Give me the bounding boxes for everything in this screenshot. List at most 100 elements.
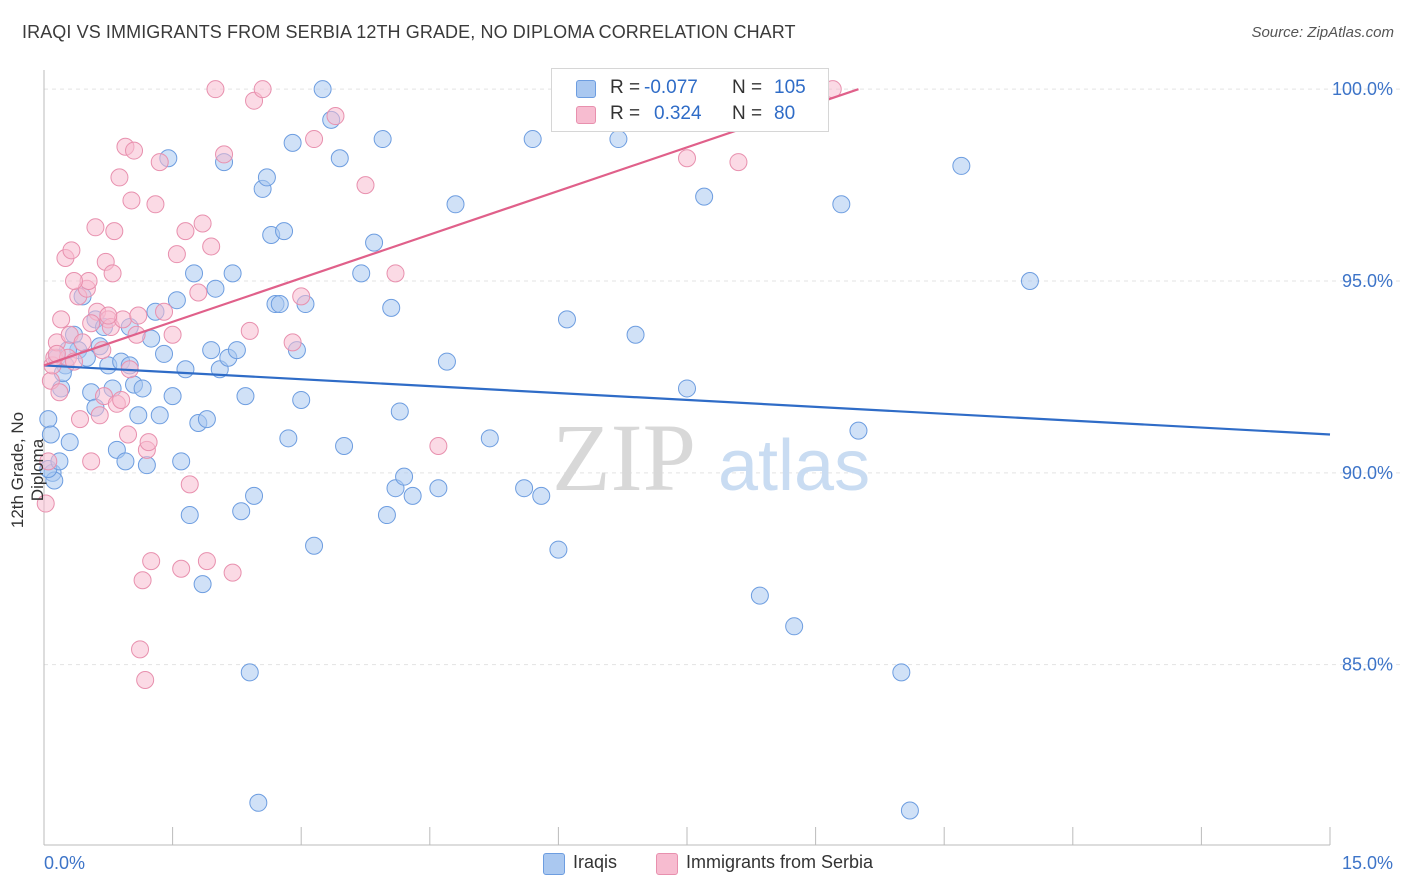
serbia-trend-line [43, 88, 859, 367]
serbia-point [82, 452, 101, 471]
iraqis-point [952, 156, 971, 175]
r-label: R = [610, 103, 641, 124]
iraqis-point [133, 379, 152, 398]
iraqis-point [279, 429, 298, 448]
serbia-point [356, 176, 375, 195]
serbia-point [36, 494, 55, 513]
iraqis-point [129, 406, 148, 425]
serbia-point [202, 237, 221, 256]
iraqis-point [172, 452, 191, 471]
stats-swatch-serbia [576, 106, 596, 124]
iraqis-point [403, 486, 422, 505]
serbia-point [253, 80, 272, 99]
iraqis-point [515, 479, 534, 498]
serbia-point [93, 341, 112, 360]
iraqis-point [557, 310, 576, 329]
iraqis-point [437, 352, 456, 371]
data-points [36, 80, 1039, 820]
serbia-point [50, 383, 69, 402]
iraqis-point [446, 195, 465, 214]
iraqis-point [609, 130, 628, 149]
iraqis-point [197, 410, 216, 429]
serbia-point [176, 222, 195, 241]
serbia-point [86, 218, 105, 237]
stats-box: R = -0.077 N = 105 R = 0.324 N = 80 [551, 68, 829, 132]
serbia-point [136, 671, 155, 690]
iraqis-point [223, 264, 242, 283]
source-label: Source: ZipAtlas.com [1251, 24, 1394, 41]
serbia-point [105, 222, 124, 241]
serbia-point [71, 410, 90, 429]
serbia-point [678, 149, 696, 168]
iraqis-point [275, 222, 294, 241]
serbia-point [223, 563, 242, 582]
iraqis-point [185, 264, 204, 283]
iraqis-point [236, 387, 255, 406]
iraqis-point [41, 425, 60, 444]
iraqis-point [180, 506, 199, 525]
iraqis-point [532, 486, 551, 505]
iraqis-point [892, 663, 911, 682]
serbia-point [163, 325, 182, 344]
iraqis-point [480, 429, 499, 448]
watermark-zip: ZIP [552, 404, 696, 511]
x-tick-label-max: 15.0% [1342, 853, 1393, 873]
tick-labels: 100.0% 95.0% 90.0% 85.0% 0.0% 15.0% [44, 79, 1393, 873]
y-tick-label: 90.0% [1342, 463, 1393, 483]
iraqis-point [176, 360, 195, 379]
r-label: R = [610, 77, 641, 98]
stats-swatch-iraqis [576, 80, 596, 98]
n-label: N = [732, 77, 763, 98]
iraqis-point [377, 506, 396, 525]
serbia-point [150, 153, 169, 172]
y-axis-label: 12th Grade, No Diploma [8, 411, 47, 529]
iraqis-point [335, 436, 354, 455]
legend-label: Iraqis [573, 852, 618, 872]
serbia-point [125, 141, 144, 160]
y-tick-label: 100.0% [1332, 79, 1393, 99]
iraqis-point [313, 80, 332, 99]
iraqis-point [390, 402, 409, 421]
iraqis-point [330, 149, 349, 168]
serbia-point [292, 287, 311, 306]
iraqis-point [193, 575, 212, 594]
serbia-point [110, 168, 129, 187]
serbia-point [326, 107, 345, 126]
serbia-point [39, 452, 58, 471]
serbia-point [193, 214, 212, 233]
iraqis-point [382, 298, 401, 317]
serbia-point [206, 80, 225, 99]
iraqis-point [352, 264, 371, 283]
n-label: N = [732, 103, 763, 124]
iraqis-point [206, 279, 225, 298]
serbia-point [52, 310, 71, 329]
serbia-point [215, 145, 234, 164]
chart-title: IRAQI VS IMMIGRANTS FROM SERBIA 12TH GRA… [22, 22, 796, 42]
serbia-point [167, 245, 186, 264]
serbia-point [189, 283, 208, 302]
iraqis-point [395, 467, 414, 486]
iraqis-point [227, 341, 246, 360]
watermark-atlas: atlas [718, 426, 870, 506]
serbia-point [129, 306, 148, 325]
serbia-point [62, 241, 81, 260]
iraqis-point [678, 379, 696, 398]
iraqis-point [1020, 272, 1039, 291]
n-value: 105 [774, 77, 806, 98]
r-value: -0.077 [644, 77, 698, 98]
serbia-point [155, 302, 174, 321]
serbia-point [283, 333, 302, 352]
iraqis-point [257, 168, 276, 187]
watermark: ZIP atlas [552, 404, 870, 511]
serbia-point [180, 475, 199, 494]
stats-row-iraqis: R = -0.077 N = 105 [552, 75, 828, 101]
serbia-point [386, 264, 405, 283]
serbia-point [172, 559, 191, 578]
iraqis-point [429, 479, 448, 498]
serbia-point [119, 425, 138, 444]
serbia-point [99, 306, 118, 325]
serbia-point [112, 390, 131, 409]
serbia-point [133, 571, 152, 590]
iraqis-point [292, 390, 311, 409]
